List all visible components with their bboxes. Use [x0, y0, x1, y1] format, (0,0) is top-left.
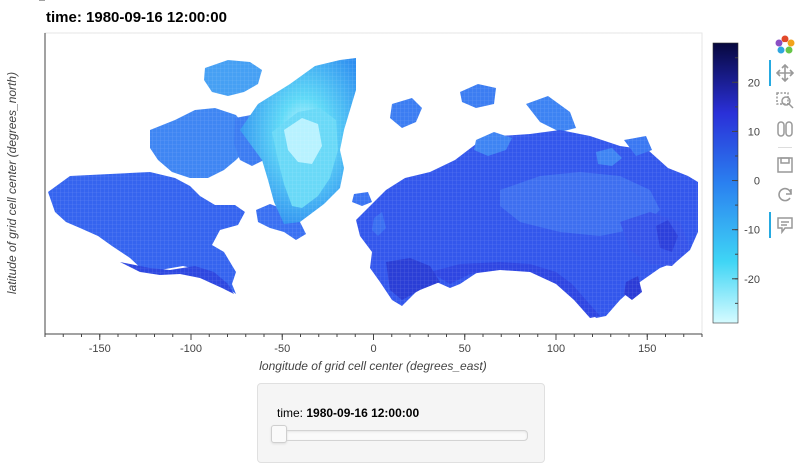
hover-icon[interactable]	[769, 212, 798, 238]
bokeh-logo-icon[interactable]	[772, 32, 798, 58]
x-tick-label: -50	[274, 343, 290, 355]
x-tick-label: 100	[547, 343, 565, 355]
slider-label-text: time:	[277, 406, 304, 420]
x-tick-label: 150	[638, 343, 656, 355]
y-tick-label: 80	[24, 0, 36, 3]
plot-title: time: 1980-09-16 12:00:00	[46, 9, 227, 26]
colorbar-tick-label: -10	[744, 225, 760, 237]
pan-icon[interactable]	[769, 60, 798, 86]
x-tick-label: -100	[180, 343, 202, 355]
slider-handle[interactable]	[271, 425, 287, 443]
wheel-zoom-icon[interactable]	[772, 116, 798, 142]
y-tick-label: 20	[24, 0, 36, 3]
slider-track[interactable]	[274, 430, 528, 441]
x-tick-label: 50	[459, 343, 471, 355]
save-icon[interactable]	[772, 152, 798, 178]
colorbar	[712, 42, 739, 324]
box-zoom-icon[interactable]	[772, 88, 798, 114]
plot-toolbar	[768, 30, 800, 260]
x-tick-label: 0	[370, 343, 376, 355]
y-tick-label: 50	[24, 0, 36, 3]
y-tick-label: 70	[24, 0, 36, 3]
x-axis-label: longitude of grid cell center (degrees_e…	[259, 359, 486, 373]
axes: -150-100-5005010015020304050607080	[24, 0, 703, 355]
y-tick-label: 30	[24, 0, 36, 3]
colorbar-tick-label: 10	[748, 126, 760, 138]
y-axis-label: latitude of grid cell center (degrees_no…	[5, 72, 19, 294]
y-tick-label: 60	[24, 0, 36, 3]
grid-mesh	[45, 33, 702, 334]
colorbar-ticks: 20 10 0 -10 -20	[732, 57, 760, 304]
slider-value: 1980-09-16 12:00:00	[306, 406, 420, 420]
y-tick-label: 40	[24, 0, 36, 3]
colorbar-tick-label: 20	[748, 77, 760, 89]
reset-icon[interactable]	[772, 182, 798, 208]
time-slider-widget: time: 1980-09-16 12:00:00	[257, 383, 545, 463]
colorbar-tick-label: -20	[744, 274, 760, 286]
colorbar-tick-label: 0	[754, 176, 760, 188]
slider-label: time: 1980-09-16 12:00:00	[277, 406, 419, 420]
x-tick-label: -150	[89, 343, 111, 355]
